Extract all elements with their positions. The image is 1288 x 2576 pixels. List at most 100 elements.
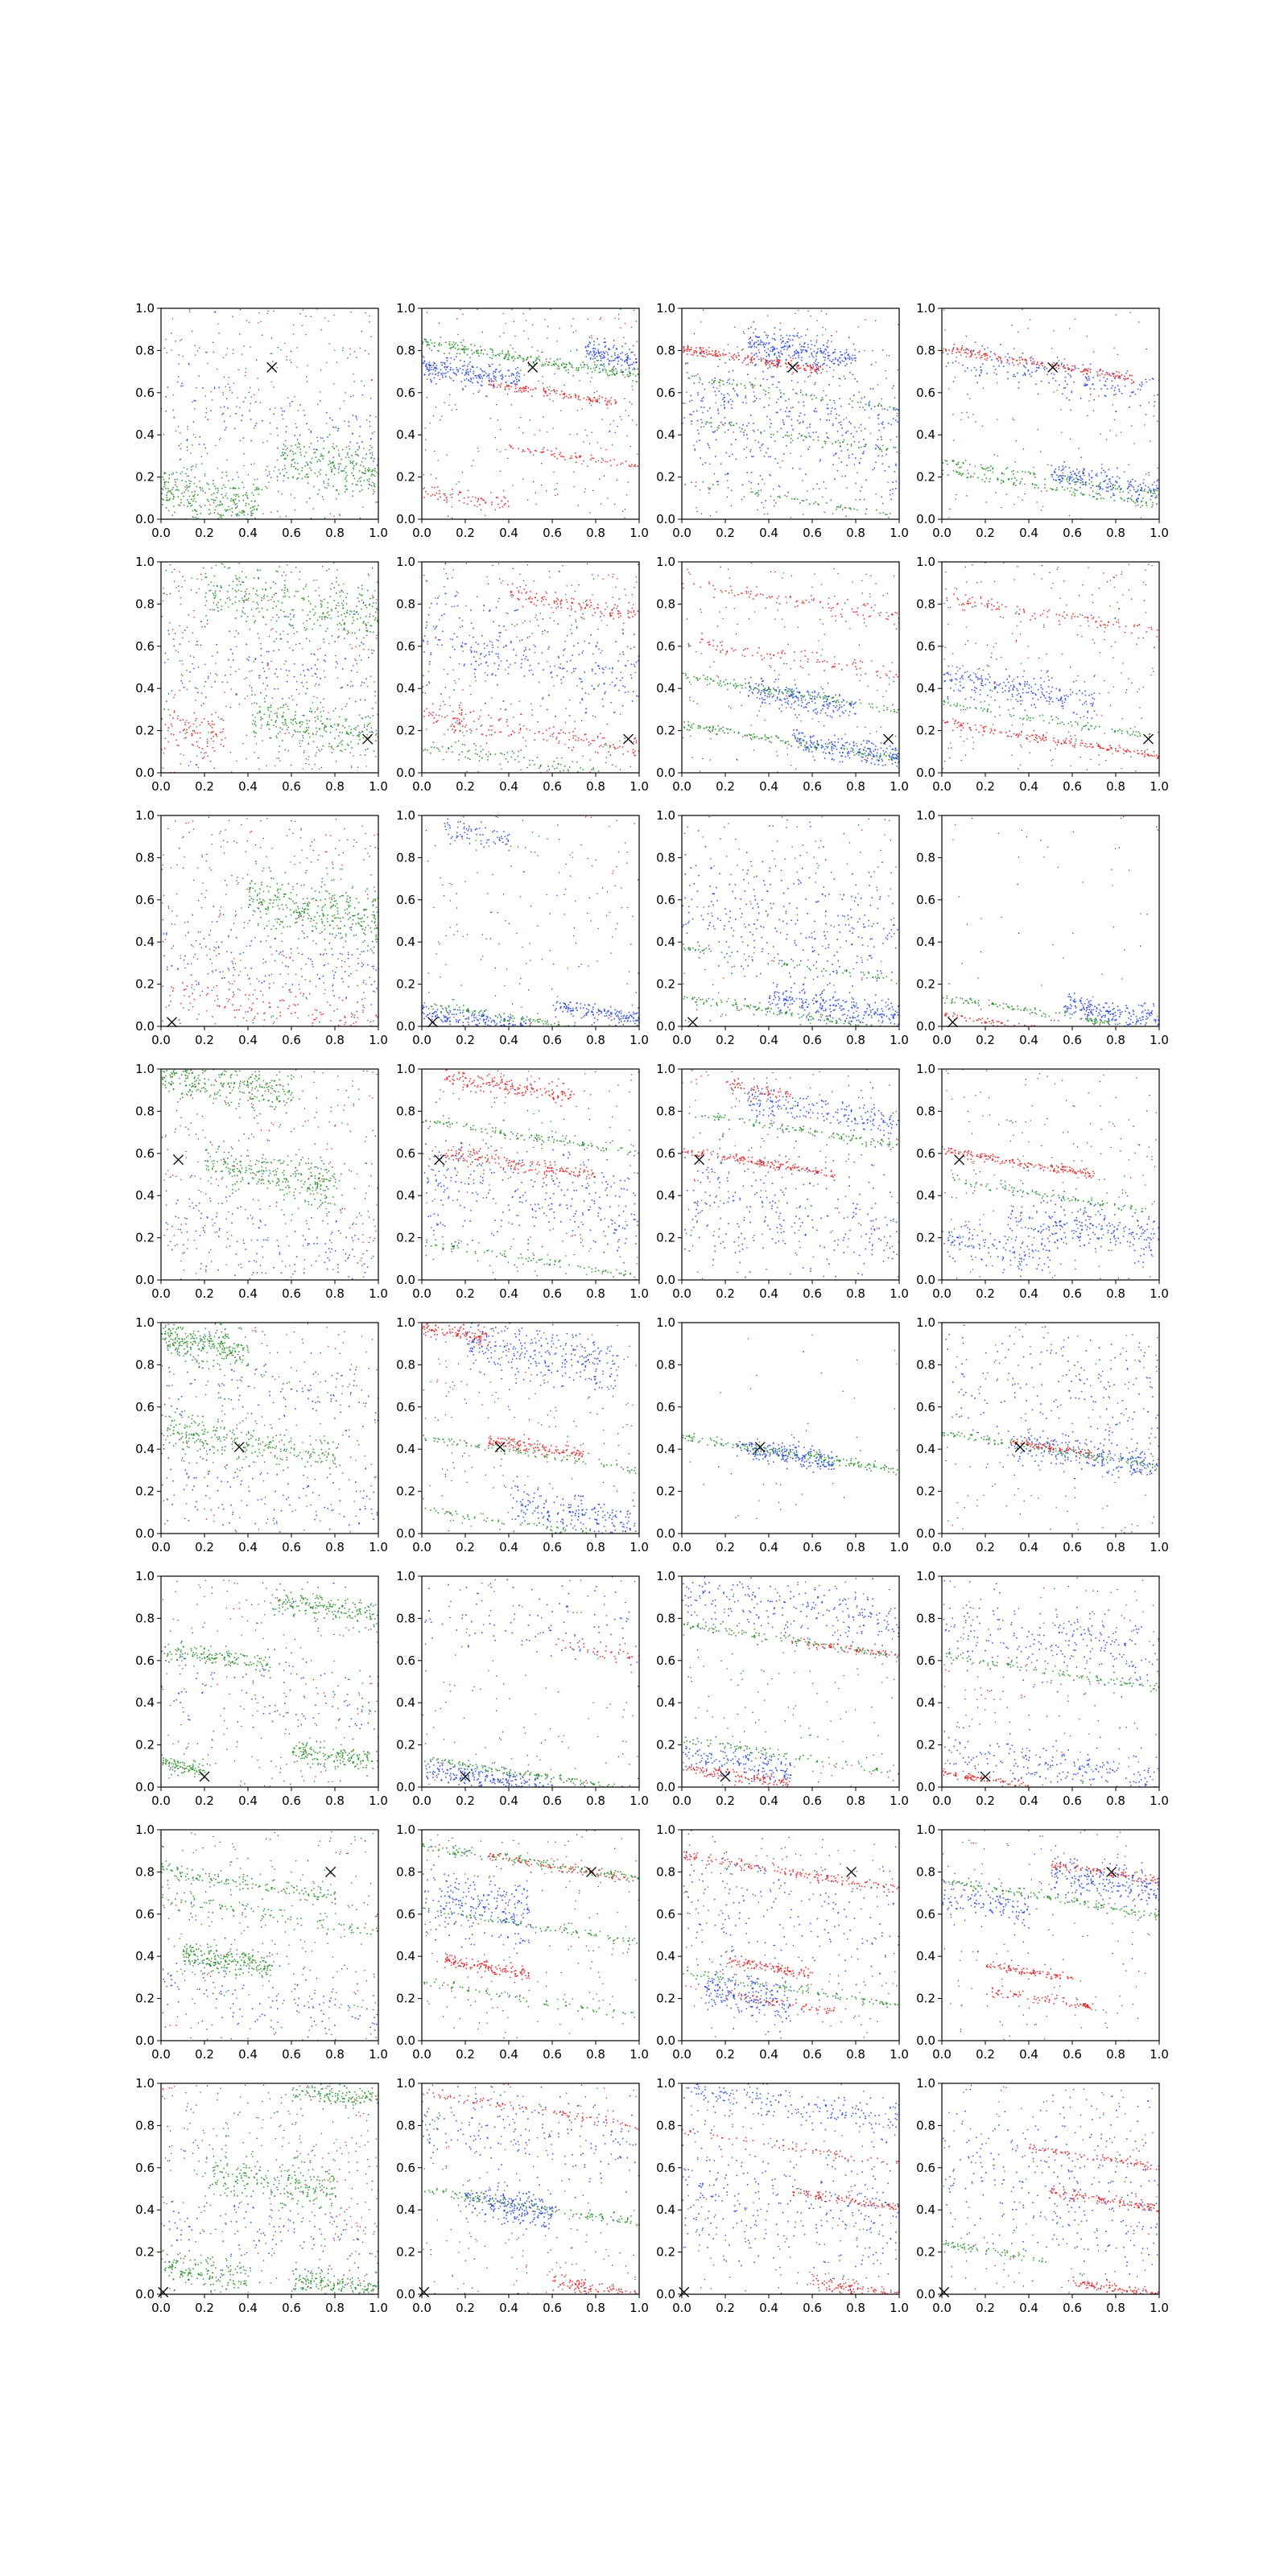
point-green <box>437 350 439 352</box>
point-blue <box>774 333 775 335</box>
point-green <box>297 442 299 444</box>
point-red <box>630 445 631 448</box>
point-green <box>327 607 328 609</box>
point-red <box>568 397 569 399</box>
point-green <box>630 326 633 328</box>
point-green <box>258 493 260 495</box>
point-blue <box>514 383 516 385</box>
point-green <box>351 455 353 456</box>
point-green <box>258 675 260 676</box>
point-blue <box>807 328 808 330</box>
point-blue <box>1104 481 1105 482</box>
point-green <box>314 612 316 614</box>
point-blue <box>354 613 356 615</box>
point-blue <box>247 474 250 476</box>
point-green <box>333 600 336 601</box>
point-green <box>454 344 456 345</box>
point-green <box>1002 481 1005 483</box>
point-green <box>791 434 793 436</box>
point-green <box>272 607 274 609</box>
point-red <box>1093 351 1095 353</box>
point-green <box>372 493 374 495</box>
point-red <box>978 353 980 356</box>
point-blue <box>456 366 457 369</box>
point-blue <box>895 463 897 465</box>
point-red <box>518 448 519 450</box>
point-blue <box>362 457 364 459</box>
point-red <box>799 367 800 369</box>
point-blue <box>772 360 774 362</box>
point-blue <box>299 404 301 406</box>
y-tick-label: 0.4 <box>916 427 935 442</box>
point-blue <box>621 359 623 361</box>
point-green <box>167 510 170 512</box>
point-blue <box>1150 495 1152 497</box>
point-green <box>708 487 709 489</box>
point-green <box>339 591 341 593</box>
point-blue <box>805 473 807 475</box>
point-blue <box>437 372 439 374</box>
point-blue <box>830 413 832 415</box>
point-blue <box>782 341 783 342</box>
point-green <box>370 475 372 477</box>
point-blue <box>280 455 283 456</box>
point-blue <box>630 364 632 365</box>
point-green <box>163 485 165 488</box>
point-red <box>590 400 592 402</box>
point-blue <box>464 365 465 366</box>
point-red <box>530 389 532 390</box>
point-green <box>331 635 333 637</box>
point-red <box>308 756 310 758</box>
point-green <box>450 348 452 349</box>
point-blue <box>804 349 807 351</box>
point-blue <box>754 328 757 330</box>
point-red <box>553 390 555 392</box>
point-red <box>265 486 266 488</box>
point-green <box>333 587 336 588</box>
point-blue <box>493 377 495 379</box>
point-green <box>353 474 354 477</box>
point-blue <box>800 336 803 337</box>
point-red <box>1058 365 1060 367</box>
point-blue <box>518 375 520 378</box>
point-green <box>248 503 250 506</box>
point-red <box>770 360 772 361</box>
point-red <box>780 365 782 367</box>
point-red <box>788 361 790 364</box>
point-blue <box>178 376 180 378</box>
point-green <box>353 467 354 469</box>
point-blue <box>1001 362 1002 364</box>
point-green <box>294 462 296 464</box>
point-green <box>869 432 872 434</box>
point-blue <box>824 350 825 353</box>
point-green <box>187 506 188 507</box>
point-blue <box>791 467 794 469</box>
point-red <box>605 403 607 406</box>
point-green <box>875 493 877 495</box>
point-blue <box>1141 487 1142 489</box>
point-green <box>181 480 183 481</box>
point-green <box>250 500 253 502</box>
point-green <box>591 371 593 373</box>
point-blue <box>890 489 891 491</box>
point-green <box>327 482 329 485</box>
point-green <box>1003 473 1005 475</box>
point-green <box>275 620 278 622</box>
point-blue <box>632 351 634 353</box>
point-blue <box>372 454 374 456</box>
point-blue <box>470 381 472 382</box>
point-green <box>629 373 631 374</box>
point-green <box>357 597 359 599</box>
point-blue <box>205 752 207 753</box>
point-red <box>273 310 275 312</box>
point-green <box>285 457 287 460</box>
point-red <box>1020 357 1022 358</box>
point-red <box>373 489 374 491</box>
point-blue <box>804 342 806 344</box>
point-blue <box>626 361 628 363</box>
point-blue <box>1153 378 1154 380</box>
point-green <box>239 584 242 586</box>
point-green <box>498 354 500 357</box>
point-red <box>1016 360 1018 361</box>
point-green <box>877 405 879 407</box>
